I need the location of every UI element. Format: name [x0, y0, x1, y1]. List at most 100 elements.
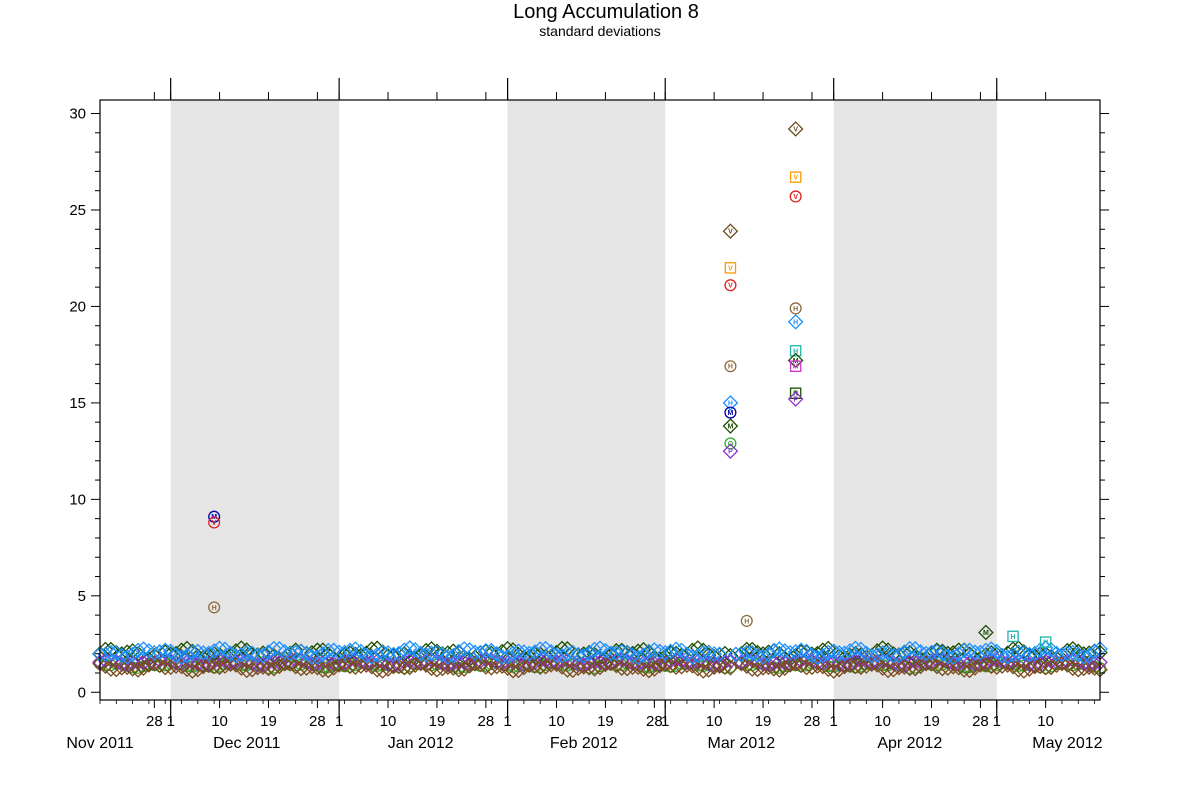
baseline-marker: [342, 642, 358, 659]
baseline-marker: [276, 655, 293, 672]
y-tick-label: 0: [78, 684, 86, 701]
baseline-marker: [119, 659, 135, 676]
baseline-marker: [825, 643, 842, 660]
data-point: [789, 190, 802, 203]
data-point-label: V: [728, 265, 733, 272]
baseline-marker: [603, 655, 619, 672]
baseline-marker: [635, 647, 652, 664]
data-point-label: H: [793, 348, 798, 355]
baseline-marker: [776, 655, 793, 671]
x-tick-label: 19: [597, 713, 614, 730]
baseline-marker: [1086, 660, 1103, 676]
baseline-marker: [429, 644, 445, 661]
data-point: [208, 510, 221, 523]
baseline-marker: [157, 642, 174, 659]
y-tick-label: 5: [78, 588, 86, 605]
baseline-marker: [331, 657, 347, 673]
baseline-marker: [255, 647, 271, 664]
baseline-marker: [130, 662, 146, 678]
baseline-marker: [151, 657, 168, 674]
baseline-marker: [233, 660, 250, 676]
chart-title: Long Accumulation 8: [513, 1, 699, 23]
x-tick-label: 19: [429, 713, 446, 730]
baseline-marker: [1048, 645, 1065, 662]
baseline-marker: [679, 646, 695, 663]
baseline-marker: [255, 659, 271, 675]
baseline-marker: [978, 656, 994, 673]
baseline-marker: [950, 659, 967, 676]
baseline-marker: [135, 655, 152, 671]
data-point-label: M: [728, 410, 734, 417]
baseline-marker: [434, 646, 451, 663]
baseline-points: [92, 640, 1108, 679]
data-point-label: M: [793, 364, 799, 371]
baseline-marker: [760, 646, 777, 663]
baseline-marker: [238, 645, 255, 661]
baseline-marker: [940, 660, 956, 676]
baseline-marker: [738, 644, 755, 661]
baseline-marker: [266, 640, 282, 657]
data-point-label: V: [728, 283, 733, 290]
shaded-period: [833, 100, 997, 700]
baseline-marker: [755, 659, 771, 676]
baseline-marker: [1043, 659, 1059, 676]
baseline-marker: [325, 642, 342, 659]
baseline-marker: [363, 649, 380, 665]
baseline-marker: [1065, 660, 1081, 677]
baseline-marker: [1016, 663, 1032, 679]
baseline-marker: [766, 661, 782, 677]
baseline-marker: [1016, 645, 1032, 661]
baseline-marker: [815, 647, 831, 664]
baseline-marker: [396, 642, 413, 658]
baseline-marker: [641, 654, 657, 671]
shaded-periods: [170, 100, 997, 700]
baseline-marker: [923, 656, 940, 672]
data-point: [724, 437, 737, 450]
baseline-marker: [1021, 656, 1038, 673]
baseline-marker: [956, 642, 972, 659]
baseline-marker: [929, 643, 945, 660]
data-point-label: V: [793, 194, 798, 201]
baseline-marker: [445, 660, 462, 676]
baseline-marker: [929, 658, 945, 675]
baseline-marker: [173, 649, 190, 666]
data-point: [787, 391, 804, 407]
data-point: [789, 345, 802, 357]
baseline-marker: [592, 640, 608, 657]
x-tick-label: 19: [755, 713, 772, 730]
baseline-marker: [151, 644, 168, 660]
baseline-marker: [597, 656, 614, 673]
baseline-marker: [1086, 643, 1103, 660]
baseline-marker: [526, 657, 543, 674]
baseline-marker: [141, 657, 157, 673]
baseline-marker: [1054, 655, 1070, 672]
baseline-marker: [353, 658, 369, 674]
y-tick-label: 15: [69, 395, 86, 412]
baseline-marker: [516, 644, 532, 660]
baseline-marker: [695, 645, 712, 661]
baseline-marker: [336, 656, 353, 673]
baseline-marker: [494, 658, 510, 674]
baseline-marker: [135, 641, 152, 657]
baseline-marker: [706, 659, 722, 676]
plot-frame: [99, 99, 1101, 701]
data-point-label: H: [793, 306, 798, 313]
data-point: [722, 223, 739, 240]
data-point-label: M: [983, 630, 989, 637]
baseline-marker: [896, 659, 913, 675]
data-point-label: R: [793, 391, 798, 398]
chart-subtitle: standard deviations: [539, 23, 660, 39]
baseline-marker: [559, 645, 576, 662]
baseline-marker: [613, 643, 630, 660]
baseline-marker: [651, 657, 668, 674]
baseline-marker: [347, 641, 364, 657]
baseline-marker: [847, 658, 864, 675]
baseline-marker: [456, 641, 472, 657]
baseline-marker: [592, 654, 608, 670]
baseline-marker: [309, 659, 326, 676]
baseline-marker: [184, 654, 201, 671]
x-tick-label: 10: [380, 713, 397, 730]
baseline-marker: [179, 661, 195, 678]
data-point-label: P: [728, 449, 733, 456]
